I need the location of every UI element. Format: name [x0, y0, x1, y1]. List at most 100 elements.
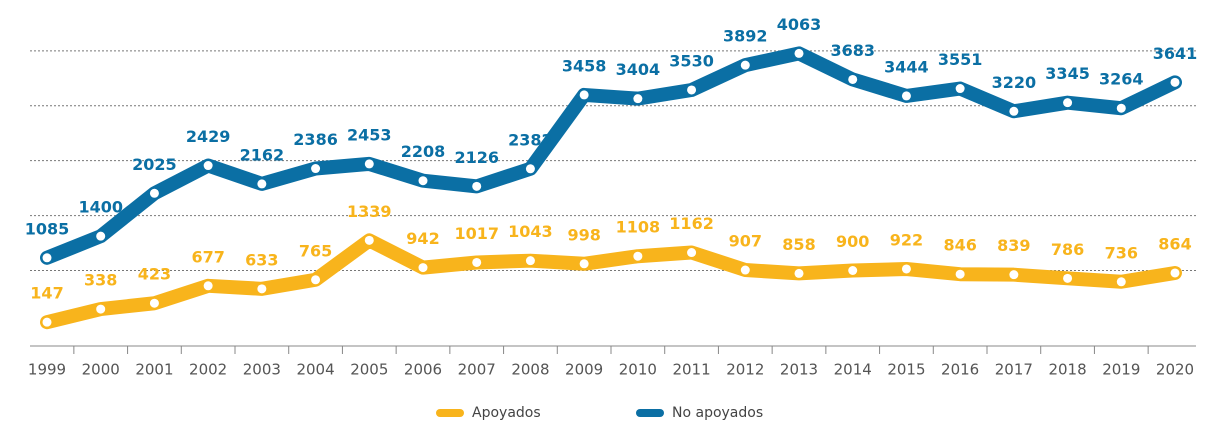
- data-label: 3683: [830, 41, 875, 60]
- x-tick-label: 2010: [619, 361, 657, 379]
- data-label: 864: [1158, 234, 1191, 253]
- data-label: 2382: [508, 130, 553, 149]
- data-label: 3345: [1045, 64, 1090, 83]
- point: [418, 263, 428, 273]
- data-label: 736: [1105, 243, 1138, 262]
- point: [687, 85, 697, 95]
- x-tick-label: 2000: [82, 361, 120, 379]
- point: [794, 268, 804, 278]
- data-label: 2025: [132, 155, 177, 174]
- x-tick-label: 2019: [1102, 361, 1140, 379]
- data-label: 2162: [240, 145, 285, 164]
- data-label: 1339: [347, 202, 392, 221]
- point: [848, 74, 858, 84]
- point: [1170, 77, 1180, 87]
- data-label: 2126: [454, 148, 499, 167]
- point: [1009, 106, 1019, 116]
- point: [848, 266, 858, 275]
- x-tick-label: 2017: [995, 361, 1033, 379]
- point: [1116, 277, 1126, 287]
- point: [257, 284, 267, 294]
- point: [472, 181, 482, 191]
- x-tick-label: 2005: [350, 361, 388, 379]
- data-label: 922: [890, 230, 923, 249]
- point: [525, 164, 535, 174]
- x-tick-label: 1999: [28, 361, 66, 379]
- series-line: [40, 46, 1182, 265]
- point: [257, 179, 267, 189]
- point: [311, 275, 321, 285]
- data-label: 3892: [723, 27, 768, 46]
- point: [901, 91, 911, 101]
- x-tick-label: 2008: [511, 361, 549, 379]
- point: [525, 256, 535, 266]
- point: [1170, 268, 1180, 278]
- data-label: 338: [84, 271, 117, 290]
- point: [149, 298, 159, 308]
- point: [1063, 273, 1073, 283]
- data-label: 3220: [992, 73, 1037, 92]
- point: [1116, 103, 1126, 113]
- x-tick-label: 2004: [296, 361, 334, 379]
- point: [955, 84, 965, 94]
- x-tick-label: 2002: [189, 361, 227, 379]
- x-tick-label: 2009: [565, 361, 603, 379]
- point: [633, 251, 643, 261]
- point: [203, 281, 213, 291]
- point: [1009, 270, 1019, 280]
- data-label: 3264: [1099, 70, 1144, 89]
- series-line: [40, 233, 1182, 330]
- point: [901, 264, 911, 274]
- data-label: 3444: [884, 57, 929, 76]
- data-label: 3530: [669, 51, 714, 70]
- x-tick-label: 2011: [672, 361, 710, 379]
- point: [687, 248, 697, 258]
- point: [794, 48, 804, 58]
- data-label: 2429: [186, 127, 231, 146]
- data-label: 839: [997, 236, 1030, 255]
- data-label: 3404: [616, 60, 661, 79]
- point: [955, 269, 965, 279]
- point: [633, 94, 643, 104]
- point: [364, 235, 374, 245]
- point: [1063, 98, 1073, 108]
- point: [42, 253, 52, 263]
- x-tick-label: 2001: [135, 361, 173, 379]
- x-tick-label: 2003: [243, 361, 281, 379]
- data-label: 677: [191, 247, 224, 266]
- data-label: 858: [782, 235, 815, 254]
- data-label: 633: [245, 250, 278, 269]
- data-label: 423: [138, 265, 171, 284]
- legend-label: Apoyados: [472, 405, 541, 421]
- point: [149, 188, 159, 198]
- data-label: 3458: [562, 56, 607, 75]
- point: [579, 259, 589, 269]
- data-label: 900: [836, 232, 869, 251]
- data-label: 786: [1051, 240, 1084, 259]
- data-label: 765: [299, 241, 332, 260]
- point: [579, 90, 589, 100]
- x-tick-label: 2020: [1156, 361, 1194, 379]
- data-label: 1162: [669, 214, 714, 233]
- point: [740, 60, 750, 70]
- data-label: 147: [30, 284, 63, 303]
- x-tick-label: 2018: [1048, 361, 1086, 379]
- data-label: 2208: [401, 142, 446, 161]
- x-tick-label: 2016: [941, 361, 979, 379]
- legend-label: No apoyados: [672, 405, 763, 421]
- data-label: 2453: [347, 125, 392, 144]
- point: [203, 161, 213, 171]
- data-label: 3551: [938, 50, 983, 69]
- x-tick-label: 2007: [458, 361, 496, 379]
- point: [96, 231, 106, 241]
- point: [96, 304, 106, 314]
- data-label: 3641: [1153, 44, 1198, 63]
- data-label: 1400: [78, 198, 123, 217]
- data-label: 4063: [777, 15, 822, 34]
- x-tick-label: 2012: [726, 361, 764, 379]
- data-label: 1085: [25, 219, 70, 238]
- data-label: 907: [729, 232, 762, 251]
- data-label: 1043: [508, 222, 553, 241]
- x-tick-label: 2015: [887, 361, 925, 379]
